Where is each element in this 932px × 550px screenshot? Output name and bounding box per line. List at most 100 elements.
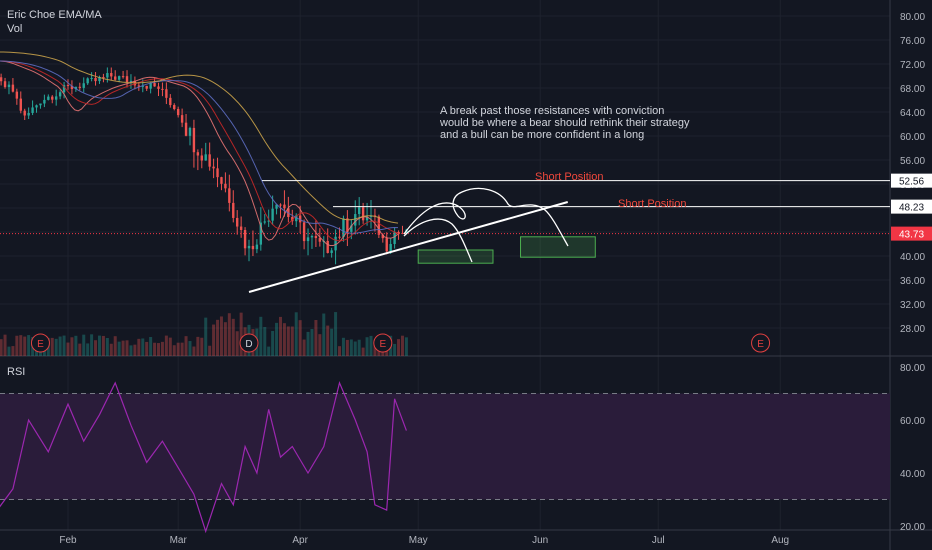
volume-bar — [97, 335, 101, 356]
candle-body — [381, 234, 384, 239]
candle-body — [208, 154, 211, 167]
volume-bar — [306, 331, 310, 356]
candle-body — [365, 216, 369, 221]
price-label-text: 52.56 — [899, 177, 924, 188]
volume-bar — [400, 335, 404, 356]
volume-bar — [192, 346, 196, 356]
price-axis-label: 28.00 — [900, 324, 925, 335]
volume-bar — [54, 338, 58, 356]
volume-bar — [345, 339, 349, 356]
volume-bar — [3, 334, 7, 356]
candle-body — [298, 215, 302, 223]
price-axis-label: 64.00 — [900, 108, 925, 119]
candle-body — [149, 83, 152, 89]
candle-body — [334, 236, 337, 251]
moving-average-line — [0, 60, 399, 242]
candle-body — [318, 238, 322, 242]
price-axis-label: 80.00 — [900, 12, 925, 23]
candle-body — [295, 215, 298, 222]
volume-bar — [353, 341, 357, 356]
candle-body — [188, 127, 192, 136]
volume-bar — [314, 319, 318, 356]
rsi-axis-label: 40.00 — [900, 469, 925, 480]
candle-body — [338, 236, 341, 238]
volume-bar — [235, 331, 239, 356]
volume-bar — [322, 313, 326, 356]
moving-average-line — [0, 60, 399, 246]
rsi-band — [0, 393, 890, 500]
candle-body — [354, 214, 357, 226]
volume-bar — [282, 323, 286, 356]
volume-bar — [117, 341, 121, 356]
rsi-axis-label: 80.00 — [900, 363, 925, 374]
time-axis-label: May — [409, 535, 428, 546]
candle-body — [157, 86, 160, 89]
time-axis-label: Mar — [170, 535, 188, 546]
candle-body — [62, 85, 66, 93]
candle-body — [302, 222, 306, 242]
price-axis-label: 76.00 — [900, 36, 925, 47]
volume-bar — [78, 343, 82, 356]
candle-body — [169, 97, 172, 106]
price-label-box — [891, 199, 932, 214]
candle-body — [184, 122, 188, 136]
volume-bar — [239, 312, 243, 356]
volume-bar — [15, 335, 19, 356]
candle-body — [74, 86, 78, 90]
price-axis-label: 60.00 — [900, 132, 925, 143]
candle-body — [121, 76, 125, 78]
candle-body — [326, 240, 329, 253]
candle-body — [283, 204, 286, 209]
candle-body — [47, 96, 50, 100]
candle-body — [3, 81, 7, 88]
candle-body — [228, 188, 231, 203]
volume-bar — [94, 340, 98, 356]
candle-body — [180, 115, 184, 123]
volume-bar — [90, 334, 94, 356]
chart-annotation: A break past those resistances with conv… — [440, 105, 690, 141]
candle-body — [78, 86, 82, 88]
volume-bar — [357, 339, 361, 356]
candle-body — [393, 232, 396, 244]
volume-bar — [172, 345, 176, 356]
volume-bar — [404, 337, 408, 356]
volume-bar — [160, 341, 164, 356]
volume-bar — [310, 328, 314, 356]
candle-body — [43, 99, 46, 104]
target-zone — [417, 249, 494, 264]
candle-body — [291, 216, 294, 222]
price-axis-label: 56.00 — [900, 156, 925, 167]
volume-bar — [208, 345, 212, 356]
rsi-axis-label: 20.00 — [900, 522, 925, 533]
volume-bar — [0, 339, 3, 356]
volume-bar — [227, 313, 231, 356]
volume-bar — [397, 339, 401, 356]
candle-body — [86, 78, 89, 84]
volume-bar — [196, 336, 200, 356]
candle-body — [385, 238, 388, 252]
time-axis-label: Feb — [59, 535, 77, 546]
volume-bar — [101, 335, 105, 356]
candle-body — [145, 85, 148, 89]
candle-body — [247, 245, 251, 249]
candle-body — [267, 220, 270, 222]
candle-body — [314, 235, 318, 239]
candle-body — [310, 235, 314, 238]
event-marker — [239, 333, 259, 353]
candle-body — [263, 221, 266, 223]
candle-body — [200, 155, 203, 161]
candle-body — [232, 202, 235, 218]
volume-bar — [164, 335, 168, 356]
projection-path-lower — [403, 218, 473, 263]
short-position-label-1: Short Position — [535, 171, 604, 183]
candle-body — [114, 76, 117, 80]
volume-bar — [341, 337, 345, 356]
candle-body — [102, 77, 105, 79]
candle-body — [165, 89, 168, 98]
trend-line — [248, 201, 569, 293]
candle-body — [259, 222, 263, 245]
volume-bar — [223, 322, 227, 356]
candle-body — [330, 250, 333, 253]
candle-body — [58, 92, 62, 97]
